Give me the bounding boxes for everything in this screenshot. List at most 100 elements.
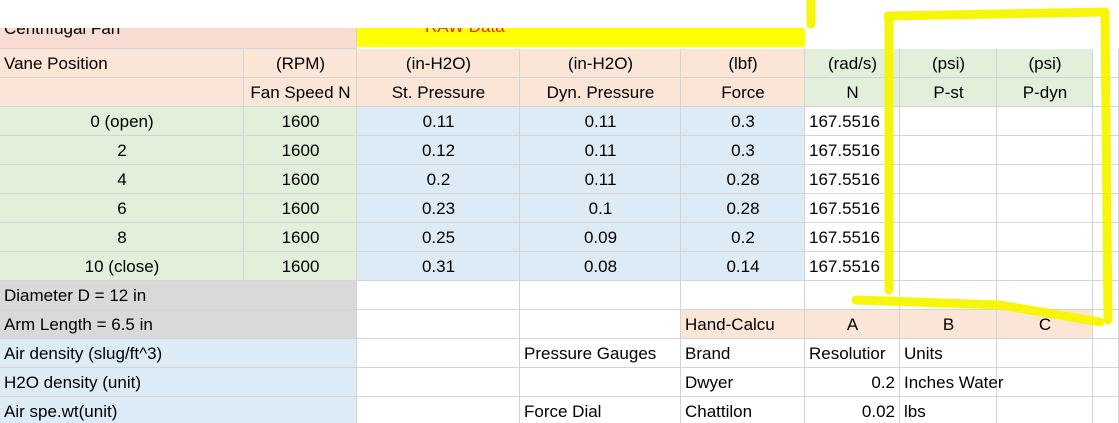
cell <box>357 165 520 194</box>
hand-calc-label: Hand-Calcu <box>685 315 775 334</box>
data-cell: 0.28 <box>726 199 760 218</box>
data-cell: 167.5516 <box>809 228 880 247</box>
cell <box>520 223 681 252</box>
cell <box>0 252 244 281</box>
cell <box>681 78 805 107</box>
gauge-resolution: 0.2 <box>871 373 895 392</box>
cell <box>1093 397 1119 423</box>
cell <box>357 368 520 397</box>
data-cell: 0.31 <box>421 257 456 276</box>
cell <box>1093 339 1119 368</box>
data-cell: 4 <box>117 170 127 189</box>
data-cell: 0.2 <box>426 170 451 189</box>
data-cell: 10 (close) <box>84 257 160 276</box>
unit-header: Vane Position <box>4 54 108 73</box>
cell <box>0 339 357 368</box>
cell <box>805 397 900 423</box>
note-label: Air spe.wt(unit) <box>4 402 118 421</box>
cell <box>244 252 357 281</box>
note-label: H2O density (unit) <box>4 373 141 392</box>
data-cell: 1600 <box>281 141 320 160</box>
data-cell: 0.3 <box>731 141 755 160</box>
cell <box>997 107 1093 136</box>
cell <box>805 339 900 368</box>
cell <box>997 194 1093 223</box>
column-header: Force <box>721 83 765 102</box>
cell <box>244 194 357 223</box>
cell <box>520 281 681 310</box>
data-cell: 0.09 <box>583 228 618 247</box>
cell <box>357 223 520 252</box>
cell <box>357 107 520 136</box>
cell <box>520 165 681 194</box>
data-cell: 1600 <box>281 199 320 218</box>
cell <box>357 397 520 423</box>
data-cell: 0.25 <box>421 228 456 247</box>
cell <box>900 165 997 194</box>
title-cell: Centrifugal Fan <box>0 28 357 49</box>
gauge-header: Resolutior <box>809 344 886 363</box>
raw-data-cell: RAW Data <box>357 28 805 47</box>
data-cell: 0.1 <box>588 199 613 218</box>
cell <box>357 136 520 165</box>
data-cell: 0.23 <box>421 199 456 218</box>
gauge-label: Pressure Gauges <box>524 344 657 363</box>
cell <box>244 223 357 252</box>
hand-calc-col: B <box>942 315 955 334</box>
data-cell: 0.12 <box>421 141 456 160</box>
cell <box>1093 107 1119 136</box>
column-header: P-dyn <box>1022 83 1068 102</box>
cell <box>900 281 997 310</box>
cell <box>681 223 805 252</box>
cell <box>900 368 997 397</box>
cell <box>0 368 357 397</box>
data-cell: 0.11 <box>422 112 455 131</box>
cell <box>997 368 1093 397</box>
cell <box>681 252 805 281</box>
cell <box>997 223 1093 252</box>
cell <box>0 165 244 194</box>
unit-header: (psi) <box>1028 54 1062 73</box>
cell <box>681 165 805 194</box>
data-cell: 167.5516 <box>809 257 880 276</box>
cell <box>997 252 1093 281</box>
cell <box>1093 136 1119 165</box>
cell <box>520 49 681 78</box>
data-cell: 1600 <box>281 257 320 276</box>
cell <box>681 397 805 423</box>
gauge-header: Units <box>904 344 943 363</box>
cell <box>0 397 357 423</box>
cell <box>1093 252 1119 281</box>
cell <box>520 78 681 107</box>
cell <box>357 252 520 281</box>
cell <box>805 281 900 310</box>
data-cell: 1600 <box>281 228 320 247</box>
unit-header: (in-H2O) <box>405 54 472 73</box>
cell <box>520 397 681 423</box>
gauge-units: Inches Water <box>904 373 1004 392</box>
data-cell: 2 <box>117 141 127 160</box>
hand-calc-col: A <box>846 315 859 334</box>
cell <box>0 310 357 339</box>
cell <box>681 194 805 223</box>
cell <box>900 397 997 423</box>
cell <box>0 107 244 136</box>
cell <box>520 368 681 397</box>
cell <box>244 78 357 107</box>
note-label: Arm Length = 6.5 in <box>4 315 153 334</box>
cell <box>681 368 805 397</box>
cell <box>244 49 357 78</box>
cell <box>357 194 520 223</box>
cell <box>900 194 997 223</box>
cell <box>1093 368 1119 397</box>
cell <box>520 310 681 339</box>
gauge-brand: Chattilon <box>685 402 753 421</box>
raw-data-label: RAW Data <box>425 28 505 41</box>
cell <box>520 107 681 136</box>
cell <box>520 136 681 165</box>
cell <box>357 339 520 368</box>
cell <box>900 107 997 136</box>
data-cell: 0 (open) <box>90 112 154 131</box>
data-cell: 0.2 <box>731 228 755 247</box>
